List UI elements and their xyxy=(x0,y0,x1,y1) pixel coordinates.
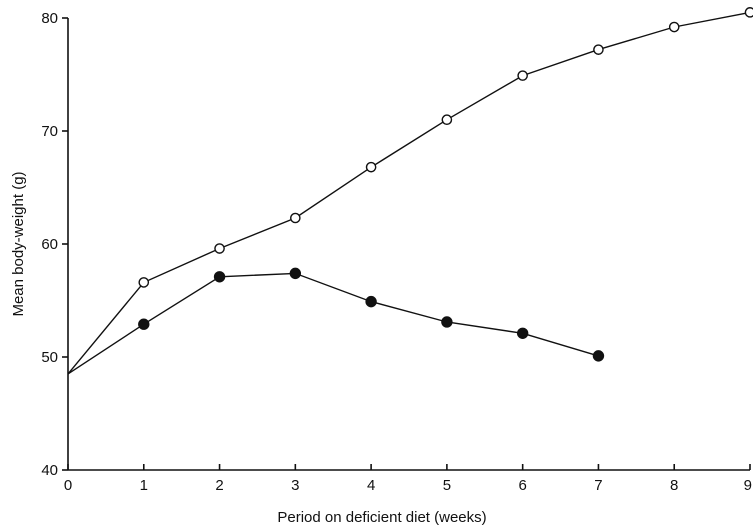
series-2-point xyxy=(592,350,605,362)
y-axis-ticks: 40 50 60 70 80 xyxy=(41,10,68,479)
y-tick-label: 60 xyxy=(41,236,58,253)
x-tick-label: 3 xyxy=(291,477,299,494)
x-tick-label: 7 xyxy=(594,477,602,494)
series-1-point xyxy=(441,114,453,125)
series-1-point xyxy=(290,212,301,224)
series-1-point xyxy=(138,277,150,288)
y-tick-label: 40 xyxy=(41,462,58,479)
x-axis-title: Period on deficient diet (weeks) xyxy=(277,509,486,526)
x-tick-label: 1 xyxy=(140,477,148,494)
series-2-line xyxy=(67,272,599,375)
series-2-point xyxy=(516,327,529,339)
series-2-point xyxy=(289,267,302,280)
x-tick-label: 9 xyxy=(744,477,752,494)
y-axis-title: Mean body-weight (g) xyxy=(10,171,27,316)
x-tick-label: 6 xyxy=(518,477,526,494)
x-axis-ticks: 0 1 2 3 4 5 6 7 8 9 xyxy=(64,464,752,494)
series-2-point xyxy=(213,271,226,283)
series-1-point xyxy=(744,7,753,18)
x-tick-label: 4 xyxy=(367,477,375,494)
y-tick-label: 50 xyxy=(41,349,58,366)
series-2-point xyxy=(365,295,377,308)
x-tick-label: 8 xyxy=(670,477,678,494)
series-1-point xyxy=(214,243,225,254)
plot-area xyxy=(67,7,753,375)
x-tick-label: 0 xyxy=(64,477,72,494)
x-tick-label: 2 xyxy=(215,477,223,494)
x-tick-label: 5 xyxy=(443,477,451,494)
series-2-point xyxy=(441,316,453,328)
series-1-point xyxy=(517,70,528,81)
series-1-point xyxy=(668,21,680,33)
series-2-point xyxy=(138,318,150,330)
series-1-point xyxy=(593,44,604,55)
series-1-point xyxy=(365,161,377,173)
series-1-line xyxy=(67,11,751,375)
y-tick-label: 80 xyxy=(41,10,58,27)
y-tick-label: 70 xyxy=(41,123,58,140)
